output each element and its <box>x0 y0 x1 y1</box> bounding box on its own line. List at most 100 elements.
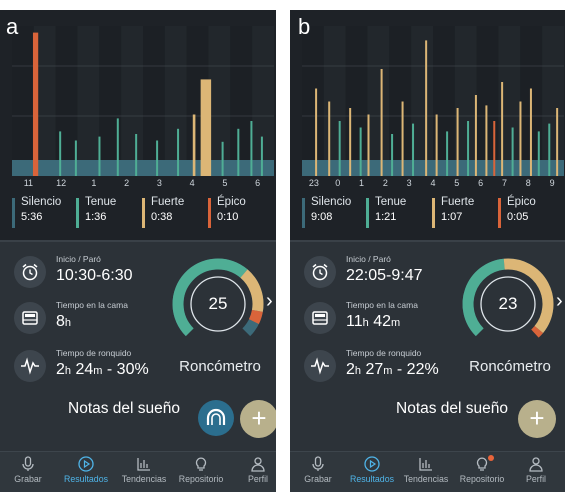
legend-epico: Épico 0:05 <box>498 196 536 228</box>
legend-value: 5:36 <box>21 211 43 223</box>
snore-bar-epico <box>493 121 496 176</box>
legend-fuerte: Fuerte 1:07 <box>432 196 475 228</box>
time-tick: 6 <box>478 178 484 188</box>
snore-bar-fuerte <box>328 101 331 176</box>
panel-letter-b: b <box>298 14 311 39</box>
snore-timeline-chart <box>302 26 564 176</box>
nav-perfil[interactable]: Perfil <box>230 456 276 484</box>
snore-bar-fuerte <box>401 101 404 176</box>
chart-area: 11 12 1 2 3 4 5 6 Silencio 5:36 Tenue 1:36 Fuerte… <box>0 10 276 240</box>
epico-swatch <box>208 198 211 228</box>
snore-hours: 2 <box>346 361 355 378</box>
fuerte-swatch <box>432 198 435 228</box>
bed-minutes: 42 <box>373 313 391 330</box>
snore-bar-tenue <box>221 141 224 176</box>
chart-band <box>143 26 165 176</box>
snore-bar-fuerte <box>315 88 318 176</box>
legend-label: Tenue <box>375 196 407 208</box>
nav-tendencias[interactable]: Tendencias <box>116 456 172 484</box>
nav-perfil[interactable]: Perfil <box>508 456 564 484</box>
add-note-button[interactable]: + <box>240 400 276 438</box>
snore-bar-fuerte <box>200 79 212 176</box>
chevron-right-icon[interactable]: › <box>556 290 563 312</box>
snore-bar-fuerte <box>192 114 196 176</box>
nav-resultados[interactable]: Resultados <box>58 456 114 484</box>
snore-bar-tenue <box>511 127 514 176</box>
snore-bar-fuerte <box>529 88 532 176</box>
bar-chart-icon <box>419 458 432 471</box>
legend-label: Fuerte <box>441 196 475 208</box>
legend-silencio: Silencio 9:08 <box>302 196 351 228</box>
nav-label: Grabar <box>14 474 42 484</box>
nav-label: Tendencias <box>403 474 449 484</box>
gauge-inner-ring <box>480 276 536 332</box>
nav-repositorio[interactable]: Repositorio <box>173 456 229 484</box>
legend-label: Épico <box>217 196 246 208</box>
chevron-right-icon[interactable]: › <box>266 290 273 312</box>
snore-bar-fuerte <box>456 108 459 176</box>
snore-bar-fuerte <box>556 108 559 176</box>
phone-screen-b: 23 0 1 2 3 4 5 6 7 8 9 Silencio 9:08 Tenue 1:21 Fuer… <box>290 10 565 492</box>
time-in-bed-label: Tiempo en la cama <box>346 300 418 310</box>
nav-tendencias[interactable]: Tendencias <box>398 456 454 484</box>
time-tick: 1 <box>91 178 97 188</box>
legend-value: 1:07 <box>441 211 463 223</box>
nav-grabar[interactable]: Grabar <box>290 456 346 484</box>
snore-bar-fuerte <box>501 82 504 176</box>
waveform-icon <box>14 350 46 382</box>
chart-band <box>302 26 324 176</box>
legend-label: Fuerte <box>151 196 185 208</box>
chart-band <box>77 26 100 176</box>
bar-chart-icon <box>137 458 150 471</box>
person-icon <box>251 457 265 472</box>
chart-band <box>164 26 187 176</box>
nav-resultados[interactable]: Resultados <box>344 456 400 484</box>
snore-time-value: 2h 27m - 22% <box>346 361 439 378</box>
bottom-nav: Grabar Resultados Tendencias Repositorio… <box>0 451 276 492</box>
gauge-ring <box>462 258 554 338</box>
snore-remedy-button[interactable] <box>198 400 234 436</box>
add-note-button[interactable]: + <box>518 400 556 438</box>
snore-bar-tenue <box>177 128 180 176</box>
snore-bar-fuerte <box>485 105 488 176</box>
gauge-segment-tenue <box>462 258 506 337</box>
chart-band <box>389 26 412 176</box>
snore-time-label: Tiempo de ronquido <box>346 348 422 358</box>
time-tick: 5 <box>454 178 460 188</box>
nav-repositorio[interactable]: Repositorio <box>454 455 510 484</box>
legend: Silencio 5:36 Tenue 1:36 Fuerte 0:38 Épico 0… <box>12 196 270 236</box>
gauge-segment-fuerte <box>503 258 554 333</box>
roncometro-gauge[interactable]: 25 <box>170 256 266 352</box>
time-tick: 12 <box>56 178 67 188</box>
roncometro-gauge[interactable]: 23 <box>460 256 556 352</box>
snore-bar-tenue <box>74 140 77 176</box>
snore-score: 25 <box>208 294 228 313</box>
snore-percent: 30% <box>116 361 149 378</box>
time-tick: 9 <box>549 178 555 188</box>
play-circle-icon <box>78 456 94 472</box>
snore-bar-fuerte <box>435 114 438 176</box>
chart-band <box>55 26 78 176</box>
nav-grabar[interactable]: Grabar <box>0 456 56 484</box>
snore-bar-epico <box>32 32 39 176</box>
start-stop-value: 22:05-9:47 <box>346 267 423 284</box>
snore-bar-tenue <box>250 121 253 176</box>
bed-minutes-unit: m <box>390 317 401 329</box>
bed-icon <box>14 302 46 334</box>
snore-time-value: 2h 24m - 30% <box>56 361 149 378</box>
microphone-icon <box>22 456 34 471</box>
chart-band <box>99 26 122 176</box>
waveform-icon <box>304 350 336 382</box>
legend-tenue: Tenue 1:36 <box>76 196 116 228</box>
legend: Silencio 9:08 Tenue 1:21 Fuerte 1:07 Épico 0… <box>302 196 560 236</box>
chart-band <box>12 26 34 176</box>
silencio-swatch <box>12 198 15 228</box>
nav-label: Repositorio <box>459 474 505 484</box>
snore-bar-tenue <box>359 127 362 176</box>
bed-hours-unit: h <box>64 317 72 329</box>
snore-bar-tenue <box>467 121 470 176</box>
chart-band <box>411 26 433 176</box>
snore-time-label: Tiempo de ronquido <box>56 348 132 358</box>
bed-hours: 11 <box>346 313 363 330</box>
nav-label: Perfil <box>247 474 269 484</box>
